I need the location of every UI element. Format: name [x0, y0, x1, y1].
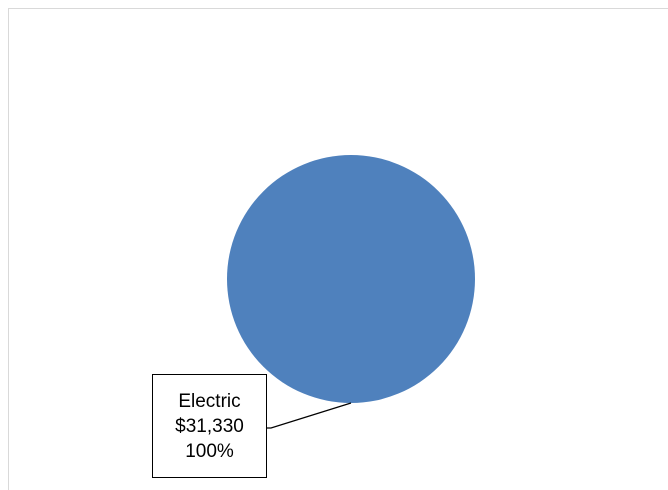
data-label-electric: Electric $31,330 100%	[152, 374, 267, 478]
leader-line	[267, 402, 352, 429]
data-label-percent: 100%	[185, 440, 234, 462]
data-label-category: Electric	[178, 390, 241, 412]
data-label-value: $31,330	[175, 415, 244, 437]
pie-slice-electric[interactable]	[227, 155, 475, 403]
